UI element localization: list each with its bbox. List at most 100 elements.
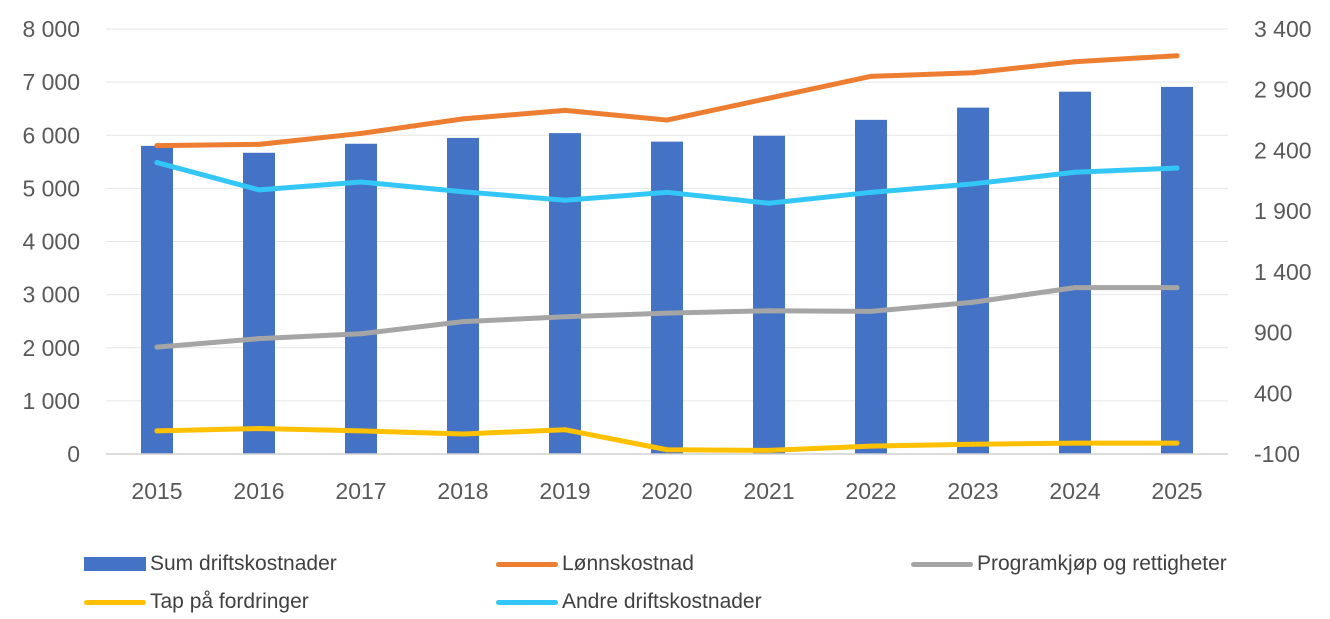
line-point-2025 — [1174, 165, 1180, 171]
line-point-2019 — [562, 427, 568, 433]
line-point-2025 — [1174, 440, 1180, 446]
y-left-tick-label: 6 000 — [22, 122, 80, 148]
line-point-2022 — [868, 443, 874, 449]
line-point-2019 — [562, 314, 568, 320]
line-point-2016 — [256, 336, 262, 342]
y-axis-right: -100 400 900 1 400 1 900 2 400 2 900 3 400 — [1254, 16, 1312, 467]
line-point-2017 — [358, 428, 364, 434]
y-right-tick-label: 3 400 — [1254, 16, 1312, 42]
x-tick-label: 2024 — [1049, 478, 1100, 504]
y-left-tick-label: 4 000 — [22, 229, 80, 255]
y-right-tick-label: 2 900 — [1254, 77, 1312, 103]
line-point-2021 — [766, 200, 772, 206]
line-point-2022 — [868, 308, 874, 314]
legend-swatch-line — [496, 599, 558, 605]
y-left-tick-label: 1 000 — [22, 388, 80, 414]
line-point-2022 — [868, 73, 874, 79]
legend-swatch-line — [84, 599, 146, 605]
bar-2025[interactable] — [1161, 86, 1193, 454]
bar-2016[interactable] — [243, 152, 275, 454]
line-point-2019 — [562, 107, 568, 113]
bar-series — [141, 86, 1193, 454]
y-right-tick-label: 2 400 — [1254, 137, 1312, 163]
bar-2024[interactable] — [1059, 91, 1091, 454]
legend-label: Tap på fordringer — [150, 590, 309, 613]
line-point-2017 — [358, 130, 364, 136]
bar-2020[interactable] — [651, 141, 683, 454]
x-tick-label: 2025 — [1151, 478, 1202, 504]
bar-2023[interactable] — [957, 107, 989, 454]
y-left-tick-label: 2 000 — [22, 335, 80, 361]
x-tick-label: 2023 — [947, 478, 998, 504]
line-point-2017 — [358, 179, 364, 185]
line-point-2021 — [766, 447, 772, 453]
line-point-2024 — [1072, 440, 1078, 446]
y-left-tick-label: 0 — [67, 441, 80, 467]
x-axis: 2015 2016 2017 2018 2019 2020 2021 2022 2023 2024… — [131, 478, 1202, 504]
legend-item-tap-pa-fordringer[interactable]: Tap på fordringer — [84, 585, 309, 619]
y-axis-left: 0 1 000 2 000 3 000 4 000 5 000 6 000 7 000 8 00… — [22, 16, 80, 467]
legend-label: Programkjøp og rettigheter — [977, 552, 1227, 575]
line-point-2016 — [256, 141, 262, 147]
line-point-2016 — [256, 426, 262, 431]
line-point-2025 — [1174, 53, 1180, 59]
y-right-tick-label: 1 900 — [1254, 198, 1312, 224]
x-tick-label: 2015 — [131, 478, 182, 504]
legend-item-andre-driftskostnader[interactable]: Andre driftskostnader — [496, 585, 762, 619]
y-right-tick-label: 900 — [1254, 320, 1292, 346]
bar-2019[interactable] — [549, 133, 581, 454]
line-point-2023 — [970, 181, 976, 187]
line-point-2015 — [154, 428, 160, 434]
line-point-2018 — [460, 116, 466, 122]
y-left-tick-label: 5 000 — [22, 175, 80, 201]
line-point-2015 — [154, 143, 160, 149]
legend-item-lonnskostnad[interactable]: Lønnskostnad — [496, 547, 694, 581]
legend-label: Lønnskostnad — [562, 552, 694, 575]
line-point-2017 — [358, 331, 364, 337]
line-point-2021 — [766, 308, 772, 314]
line-point-2024 — [1072, 169, 1078, 175]
line-point-2023 — [970, 70, 976, 76]
y-right-tick-label: 400 — [1254, 380, 1292, 406]
legend-swatch-bar — [84, 557, 146, 571]
line-point-2015 — [154, 160, 160, 166]
y-left-tick-label: 8 000 — [22, 16, 80, 42]
bar-2015[interactable] — [141, 145, 173, 454]
line-series-1[interactable] — [154, 53, 1180, 149]
line-point-2023 — [970, 441, 976, 447]
line-point-2021 — [766, 95, 772, 101]
combo-chart: 0 1 000 2 000 3 000 4 000 5 000 6 000 7 000 8 00… — [22, 16, 1312, 504]
x-tick-label: 2018 — [437, 478, 488, 504]
line-point-2022 — [868, 189, 874, 195]
line-point-2015 — [154, 344, 160, 350]
legend-swatch-line — [911, 561, 973, 567]
y-left-tick-label: 3 000 — [22, 282, 80, 308]
y-right-tick-label: 1 400 — [1254, 259, 1312, 285]
line-point-2025 — [1174, 285, 1180, 291]
x-tick-label: 2022 — [845, 478, 896, 504]
bar-2018[interactable] — [447, 137, 479, 454]
line-point-2020 — [664, 310, 670, 316]
y-left-tick-label: 7 000 — [22, 69, 80, 95]
bar-2017[interactable] — [345, 143, 377, 454]
legend: Sum driftskostnader Lønnskostnad Program… — [0, 545, 1330, 619]
x-tick-label: 2016 — [233, 478, 284, 504]
line-point-2018 — [460, 189, 466, 195]
x-tick-label: 2017 — [335, 478, 386, 504]
line-point-2016 — [256, 187, 262, 193]
legend-item-sum-driftskostnader[interactable]: Sum driftskostnader — [84, 547, 337, 581]
line-point-2020 — [664, 117, 670, 123]
line-point-2019 — [562, 197, 568, 203]
x-tick-label: 2020 — [641, 478, 692, 504]
x-tick-label: 2019 — [539, 478, 590, 504]
line-point-2023 — [970, 299, 976, 305]
x-tick-label: 2021 — [743, 478, 794, 504]
line-point-2018 — [460, 431, 466, 437]
bar-2021[interactable] — [753, 135, 785, 454]
line-series — [154, 53, 1180, 453]
legend-label: Sum driftskostnader — [150, 552, 337, 575]
bar-2022[interactable] — [855, 119, 887, 454]
legend-item-programkjop[interactable]: Programkjøp og rettigheter — [911, 547, 1227, 581]
legend-label: Andre driftskostnader — [562, 590, 762, 613]
line-point-2020 — [664, 189, 670, 195]
